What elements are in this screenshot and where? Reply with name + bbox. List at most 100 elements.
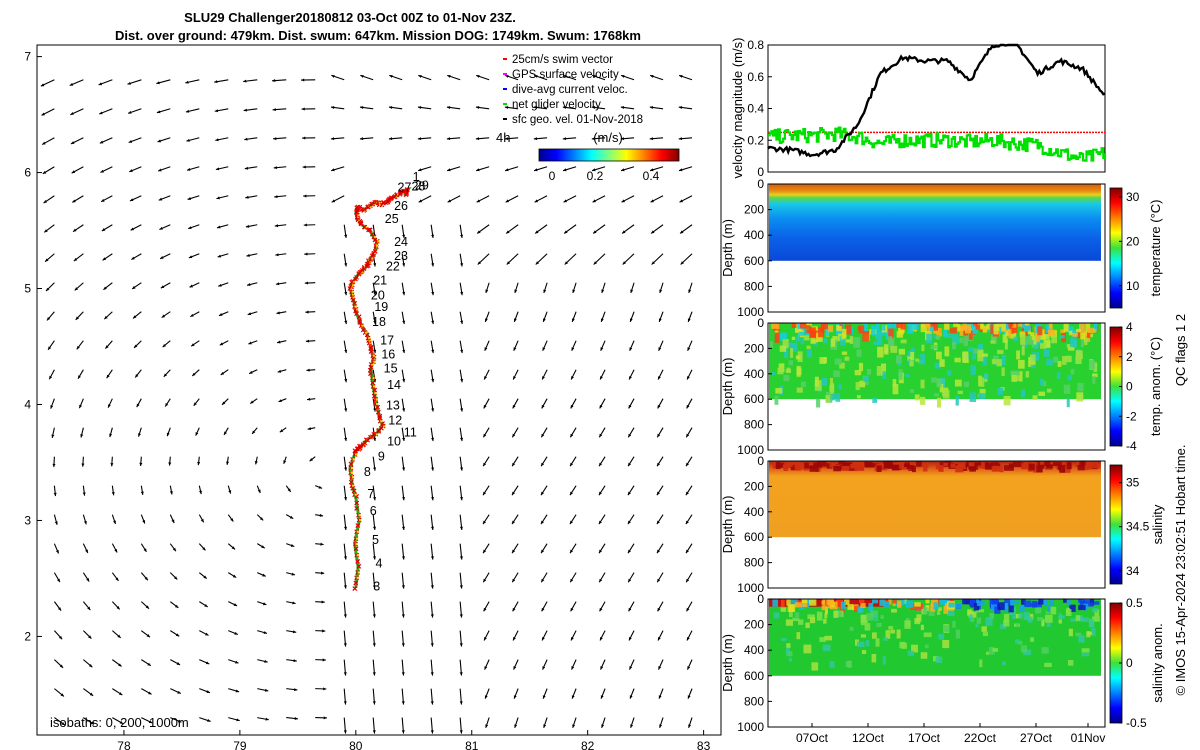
anomaly-patch [885,630,891,639]
anomaly-patch [998,324,1002,334]
vector-arrow-head [82,492,86,496]
anomaly-patch [980,377,985,387]
anomaly-patch [1015,623,1019,627]
gps-fix-mark [364,331,368,334]
anomaly-patch [954,379,962,387]
vector-arrow-head [563,168,567,172]
anomaly-patch [907,650,914,657]
depth-tick-label: 0 [757,316,764,330]
anomaly-patch [1013,336,1019,341]
anomaly-patch [838,384,842,390]
vector-arrow-head [372,614,376,618]
anomaly-patch [950,327,957,334]
vector-arrow-head [401,614,405,618]
vector-arrow-head [301,78,305,82]
colorbar-tick-label: 20 [1126,234,1140,248]
vector-arrow-head [475,105,480,109]
section-colorbar [1109,187,1123,309]
anomaly-patch [1093,329,1097,333]
vector-arrow-head [685,520,689,525]
vector-arrow-head [459,730,463,734]
anomaly-patch [1044,662,1052,668]
velocity-y-tick-label: 0.8 [747,38,764,52]
anomaly-patch [968,599,976,607]
vector-arrow-head [279,429,284,433]
vector-arrow-head [430,701,434,705]
vector-arrow-head [131,256,135,260]
vector-arrow-head [322,658,326,662]
anomaly-patch [1059,335,1065,339]
vector-arrow-head [177,719,182,723]
anomaly-patch [1045,610,1050,615]
anomaly-patch [872,599,879,604]
vector-arrow-head [114,548,118,553]
anomaly-patch [882,371,887,380]
anomaly-patch [871,325,876,336]
vector-arrow-head [157,139,161,143]
track-day-label: 16 [381,348,395,362]
anomaly-patch [975,623,979,628]
vector-arrow-head [185,80,189,84]
anomaly-patch [1089,359,1095,369]
anomaly-patch [1094,609,1100,617]
map-x-tick-label: 79 [233,739,247,750]
vector-arrow-head [215,138,219,142]
vector-arrow-head [214,80,218,84]
anomaly-patch [897,600,902,608]
anomaly-patch [1081,648,1090,653]
anomaly-patch [825,395,830,403]
colorbar-tick-label: 4 [1126,320,1133,334]
anomaly-patch [973,348,979,354]
vector-arrow-head [373,496,377,501]
anomaly-patch [1035,607,1042,614]
vector-arrow-head [511,491,515,496]
anomaly-patch [871,632,877,639]
vector-arrow-head [57,607,62,611]
vector-arrow-head [309,458,314,462]
anomaly-patch [796,367,802,375]
vector-arrow-head [160,256,164,259]
track-day-label: 24 [394,235,408,249]
legend-entry: dive-avg current veloc. [512,84,628,96]
vector-arrow-head [294,688,298,692]
vector-arrow-head [460,349,464,354]
vector-arrow-head [220,371,225,375]
vector-arrow-head [506,230,510,234]
depth-tick-label: 200 [744,618,764,632]
velocity-ylabel: velocity magnitude (m/s) [730,38,745,179]
anomaly-patch [1092,373,1098,378]
vector-arrow-head [49,375,53,380]
anomaly-patch [930,603,936,612]
vector-arrow-head [188,255,193,259]
depth-tick-label: 1000 [737,305,764,319]
anomaly-patch [957,324,961,332]
anomaly-patch [896,629,901,639]
anomaly-patch [1083,603,1089,611]
legend-entry: net glider velocity [512,99,601,111]
gps-fix-mark [356,553,359,557]
vector-arrow-head [128,110,132,114]
salinity-patch [804,462,809,469]
anomaly-patch [933,393,939,397]
anomaly-patch [1066,607,1070,614]
gps-fix-mark [372,354,376,357]
vector-arrow-head [600,636,603,641]
vector-arrow-head [344,526,348,530]
anomaly-patch [862,331,869,342]
salinity-patch [1077,464,1085,471]
vector-arrow-head [321,600,325,604]
vector-arrow-head [185,109,190,113]
vector-arrow-head [687,695,691,699]
anomaly-patch [805,325,811,329]
vector-arrow-head [302,165,306,169]
vector-arrow-head [265,717,269,721]
section-ylabel: Depth (m) [720,358,735,416]
anomaly-patch [823,618,827,624]
vector-arrow-head [74,287,79,291]
vector-arrow-head [430,730,434,734]
anomaly-patch [953,323,959,327]
vector-arrow-head [110,463,114,467]
salinity-patch [968,462,975,467]
salinity-patch [883,461,888,468]
vector-arrow-head [541,607,545,612]
